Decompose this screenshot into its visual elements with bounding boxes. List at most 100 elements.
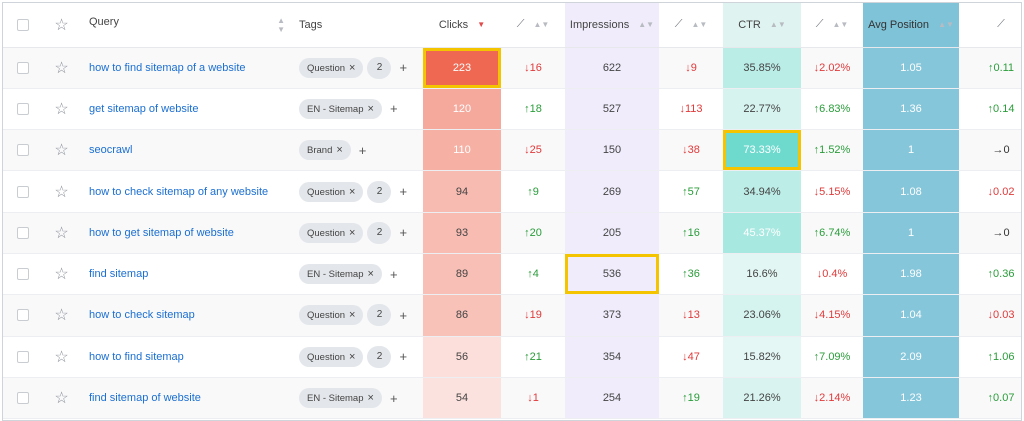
sort-icon[interactable]: ▲▼: [277, 15, 285, 34]
ctr-cell: 21.26%: [723, 377, 801, 420]
remove-tag-icon[interactable]: ×: [349, 350, 356, 363]
row-checkbox[interactable]: [3, 129, 42, 172]
tag-pill[interactable]: Question ×: [299, 305, 364, 326]
add-tag-icon[interactable]: +: [399, 225, 408, 241]
query-link[interactable]: how to get sitemap of website: [89, 226, 234, 239]
star-header-icon[interactable]: ☆: [42, 3, 81, 48]
row-star-icon[interactable]: ☆: [42, 47, 81, 89]
sort-icon[interactable]: ▲▼: [769, 20, 786, 30]
add-tag-icon[interactable]: +: [389, 390, 398, 406]
column-header-ctr-label: CTR: [738, 18, 761, 31]
row-star-icon[interactable]: ☆: [42, 129, 81, 172]
tag-pill[interactable]: Question ×: [299, 346, 364, 367]
query-link[interactable]: find sitemap: [89, 268, 149, 281]
add-tag-icon[interactable]: +: [399, 307, 408, 323]
chart-trend-icon: ⟋: [674, 18, 683, 31]
remove-tag-icon[interactable]: ×: [336, 144, 343, 157]
add-tag-icon[interactable]: +: [399, 349, 408, 365]
query-link[interactable]: how to check sitemap of any website: [89, 185, 269, 198]
table-row[interactable]: ☆ how to check sitemap of any website Qu…: [3, 170, 1021, 213]
remove-tag-icon[interactable]: ×: [349, 309, 356, 322]
row-star-icon[interactable]: ☆: [42, 212, 81, 254]
remove-tag-icon[interactable]: ×: [367, 392, 374, 405]
sort-desc-active-icon[interactable]: ▼: [477, 20, 486, 30]
column-header-clicks[interactable]: Clicks ▼: [423, 3, 501, 48]
table-row[interactable]: ☆ find sitemap EN - Sitemap × + 89 ↑4 536 …: [3, 253, 1021, 296]
select-all-checkbox[interactable]: [3, 3, 42, 48]
column-header-ctr-trend[interactable]: ⟋ ▲▼: [801, 3, 863, 48]
row-star-icon[interactable]: ☆: [42, 294, 81, 337]
add-tag-icon[interactable]: +: [399, 184, 408, 200]
table-row[interactable]: ☆ how to get sitemap of website Question…: [3, 212, 1021, 254]
row-star-icon[interactable]: ☆: [42, 88, 81, 131]
column-header-tags[interactable]: Tags: [293, 3, 423, 48]
row-checkbox[interactable]: [3, 294, 42, 337]
query-link[interactable]: find sitemap of website: [89, 392, 201, 405]
query-link[interactable]: how to find sitemap: [89, 350, 184, 363]
sort-icon[interactable]: ▲▼: [691, 19, 708, 29]
table-row[interactable]: ☆ how to find sitemap Question × 2 + 56 ↑21…: [3, 336, 1021, 378]
query-link[interactable]: seocrawl: [89, 144, 133, 157]
column-header-impressions-trend[interactable]: ⟋ ▲▼: [659, 3, 723, 48]
tag-count-badge[interactable]: 2: [367, 304, 392, 327]
tags-cell: Question × 2 +: [293, 47, 423, 89]
row-checkbox[interactable]: [3, 47, 42, 89]
column-header-clicks-trend[interactable]: ⟋ ▲▼: [501, 3, 565, 48]
sort-icon[interactable]: ▲▼: [832, 19, 849, 29]
avg-position-cell: 1.05: [863, 47, 959, 89]
row-star-icon[interactable]: ☆: [42, 336, 81, 378]
impressions-cell: 622: [565, 47, 659, 89]
column-header-ctr[interactable]: CTR ▲▼: [723, 3, 801, 48]
row-star-icon[interactable]: ☆: [42, 377, 81, 420]
impressions-cell: 269: [565, 170, 659, 213]
row-checkbox[interactable]: [3, 170, 42, 213]
row-star-icon[interactable]: ☆: [42, 253, 81, 296]
remove-tag-icon[interactable]: ×: [367, 268, 374, 281]
tag-pill[interactable]: Question ×: [299, 181, 364, 202]
table-row[interactable]: ☆ how to find sitemap of a website Quest…: [3, 47, 1021, 89]
remove-tag-icon[interactable]: ×: [349, 226, 356, 239]
add-tag-icon[interactable]: +: [389, 101, 398, 117]
impressions-change-cell: ↑36: [659, 253, 723, 296]
remove-tag-icon[interactable]: ×: [349, 61, 356, 74]
sort-icon[interactable]: ▲▼: [533, 19, 550, 29]
query-link[interactable]: how to find sitemap of a website: [89, 61, 246, 74]
row-checkbox[interactable]: [3, 88, 42, 131]
tag-count-badge[interactable]: 2: [367, 180, 392, 203]
table-row[interactable]: ☆ how to check sitemap Question × 2 + 86 ↓1…: [3, 294, 1021, 337]
tag-pill[interactable]: Question ×: [299, 222, 364, 243]
tag-count-badge[interactable]: 2: [367, 345, 392, 368]
impressions-cell: 254: [565, 377, 659, 420]
table-row[interactable]: ☆ get sitemap of website EN - Sitemap × + …: [3, 88, 1021, 131]
tag-pill[interactable]: Brand ×: [299, 140, 351, 161]
add-tag-icon[interactable]: +: [358, 142, 367, 158]
tag-pill[interactable]: EN - Sitemap ×: [299, 388, 382, 409]
column-header-impressions[interactable]: Impressions ▲▼: [565, 3, 659, 48]
tag-count-badge[interactable]: 2: [367, 56, 392, 79]
tag-count-badge[interactable]: 2: [367, 221, 392, 244]
ctr-cell: 45.37%: [723, 212, 801, 254]
row-checkbox[interactable]: [3, 253, 42, 296]
tag-pill[interactable]: EN - Sitemap ×: [299, 98, 382, 119]
sort-icon[interactable]: ▲▼: [938, 20, 954, 30]
column-header-avg-position[interactable]: Avg Position ▲▼: [863, 3, 959, 48]
remove-tag-icon[interactable]: ×: [349, 185, 356, 198]
table-row[interactable]: ☆ seocrawl Brand × + 110 ↓25 150 ↓38 73.33…: [3, 129, 1021, 172]
table-row[interactable]: ☆ find sitemap of website EN - Sitemap × +…: [3, 377, 1021, 420]
query-link[interactable]: get sitemap of website: [89, 102, 199, 115]
query-cell: how to get sitemap of website: [81, 212, 293, 254]
sort-icon[interactable]: ▲▼: [638, 20, 655, 30]
remove-tag-icon[interactable]: ×: [367, 102, 374, 115]
column-header-query[interactable]: Query ▲ ▼: [81, 3, 293, 48]
row-star-icon[interactable]: ☆: [42, 170, 81, 213]
row-checkbox[interactable]: [3, 377, 42, 420]
tag-pill[interactable]: EN - Sitemap ×: [299, 264, 382, 285]
tag-pill[interactable]: Question ×: [299, 57, 364, 78]
add-tag-icon[interactable]: +: [389, 266, 398, 282]
position-change-cell: →0: [959, 129, 1021, 172]
row-checkbox[interactable]: [3, 212, 42, 254]
row-checkbox[interactable]: [3, 336, 42, 378]
query-link[interactable]: how to check sitemap: [89, 309, 195, 322]
add-tag-icon[interactable]: +: [399, 60, 408, 76]
column-header-position-trend[interactable]: ⟋: [959, 3, 1021, 48]
